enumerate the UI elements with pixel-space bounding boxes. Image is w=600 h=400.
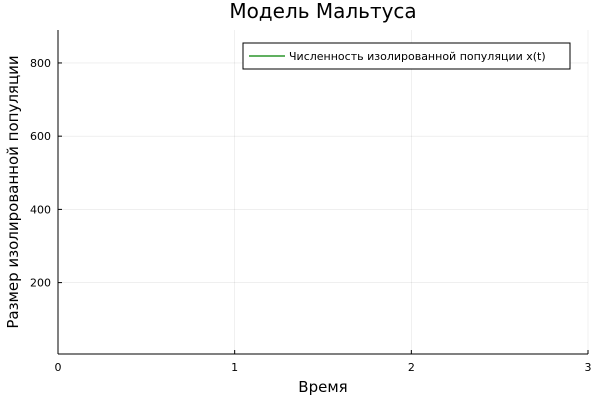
x-tick-label: 1: [231, 361, 238, 374]
y-tick-label: 600: [30, 130, 51, 143]
x-tick-label: 2: [408, 361, 415, 374]
x-tick-label: 3: [585, 361, 592, 374]
y-axis-label: Размер изолированной популяции: [4, 55, 22, 328]
x-axis-label: Время: [298, 378, 347, 396]
legend-box: [242, 42, 571, 70]
x-tick-label: 0: [55, 361, 62, 374]
y-ticks: 200 400 600 800: [30, 57, 62, 290]
chart-title: Модель Мальтуса: [229, 0, 416, 23]
y-tick-label: 200: [30, 277, 51, 290]
axes: [57, 30, 588, 355]
y-tick-label: 400: [30, 203, 51, 216]
legend: Численность изолированной популяции x(t): [242, 42, 571, 70]
x-ticks: 0 1 2 3: [55, 350, 592, 374]
y-tick-label: 800: [30, 57, 51, 70]
legend-label: Численность изолированной популяции x(t): [289, 50, 546, 63]
grid: [57, 30, 589, 354]
